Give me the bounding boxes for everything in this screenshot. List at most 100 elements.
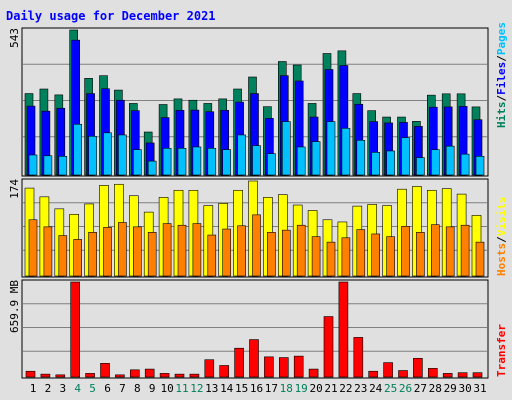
pages-bar [28, 154, 38, 176]
day-label: 16 [250, 382, 263, 395]
pages-bar [401, 137, 410, 176]
hosts-bar [460, 224, 470, 277]
pages-bar [58, 156, 68, 176]
pages-bar [371, 152, 381, 176]
hosts-bar [475, 241, 485, 277]
pages-bar [281, 121, 291, 176]
transfer-bar [457, 372, 468, 378]
hosts-bar [103, 227, 112, 277]
legend-transfer: Transfer [495, 324, 508, 377]
pages-bar [133, 149, 142, 176]
hosts-bar [162, 223, 172, 277]
transfer-bar [25, 370, 36, 378]
transfer-bar [234, 347, 244, 378]
transfer-bar [472, 372, 483, 378]
pages-bar [103, 132, 112, 176]
chart-title: Daily usage for December 2021 [6, 9, 216, 23]
pages-bar [252, 145, 261, 176]
pages-bar [118, 134, 127, 176]
transfer-bar [249, 339, 259, 378]
day-label: 12 [190, 382, 203, 395]
hosts-visits-bars [24, 180, 485, 277]
transfer-bar [398, 370, 408, 378]
hosts-bar [73, 239, 82, 277]
day-label: 19 [295, 382, 308, 395]
day-label: 23 [354, 382, 367, 395]
pages-bar [386, 150, 395, 176]
day-label: 30 [458, 382, 471, 395]
hosts-bar [88, 232, 97, 277]
day-label: 2 [45, 382, 52, 395]
pages-bar [207, 147, 217, 176]
hosts-visits-legend: Hosts/Visits [495, 197, 508, 277]
hosts-bar [267, 232, 276, 277]
day-label: 18 [280, 382, 293, 395]
transfer-bar [353, 337, 364, 378]
transfer-bar [264, 356, 274, 378]
transfer-bar [85, 373, 95, 378]
hosts-bar [445, 226, 455, 277]
hosts-bar [237, 225, 246, 277]
transfer-panel [21, 279, 489, 379]
day-label: 11 [175, 382, 188, 395]
transfer-bar [174, 373, 185, 378]
transfer-bar [368, 370, 379, 378]
day-label: 13 [205, 382, 218, 395]
transfer-bar [130, 369, 140, 378]
pages-bar [162, 147, 172, 176]
day-label: 3 [59, 382, 66, 395]
day-label: 5 [89, 382, 96, 395]
hosts-bar [222, 228, 231, 277]
pages-bar [326, 121, 336, 176]
day-label: 25 [384, 382, 397, 395]
pages-bar [356, 139, 366, 176]
hosts-bar [147, 232, 157, 277]
transfer-bar [55, 374, 66, 378]
day-label: 9 [149, 382, 156, 395]
hosts-bar [28, 219, 38, 277]
legend-visits: Visits [495, 197, 508, 237]
transfer-bar [442, 373, 453, 378]
transfer-bar [323, 316, 334, 378]
day-label: 22 [339, 382, 352, 395]
day-label: 10 [160, 382, 173, 395]
transfer-bar [204, 359, 215, 378]
hosts-bar [281, 229, 291, 277]
hosts-bar [356, 229, 366, 277]
pages-bar [147, 160, 157, 176]
legend-hosts: Hosts [495, 243, 508, 276]
day-label: 14 [220, 382, 234, 395]
transfer-bar [189, 373, 200, 378]
pages-bar [341, 127, 351, 176]
legend-files: Files [495, 62, 508, 95]
transfer-bar [115, 374, 125, 378]
legend1-text: Hits/Files/Pages [495, 22, 508, 128]
legend3-text: Transfer [495, 324, 508, 377]
day-label: 7 [119, 382, 126, 395]
transfer-bar [383, 362, 393, 378]
transfer-bar [70, 281, 80, 378]
transfer-bar [40, 373, 51, 378]
pages-bar [88, 135, 97, 176]
pages-bar [43, 155, 53, 176]
transfer-legend: Transfer [495, 324, 508, 377]
legend-pages: Pages [495, 22, 508, 55]
hosts-bar [341, 237, 351, 277]
day-label: 8 [134, 382, 141, 395]
pages-bar [73, 123, 82, 176]
pages-bar [430, 149, 440, 176]
day-label: 15 [235, 382, 248, 395]
hosts-bar [416, 232, 425, 277]
hits-ymax-label: 543 [8, 28, 21, 48]
day-label: 24 [369, 382, 383, 395]
hosts-bar [311, 236, 321, 277]
pages-bar [237, 134, 246, 176]
hosts-bar [118, 222, 127, 277]
day-label: 27 [414, 382, 427, 395]
transfer-bar [308, 368, 319, 378]
transfer-bar [219, 365, 229, 378]
pages-bar [177, 147, 187, 176]
pages-bar [192, 146, 202, 176]
hosts-bar [207, 234, 217, 277]
day-label: 20 [309, 382, 322, 395]
